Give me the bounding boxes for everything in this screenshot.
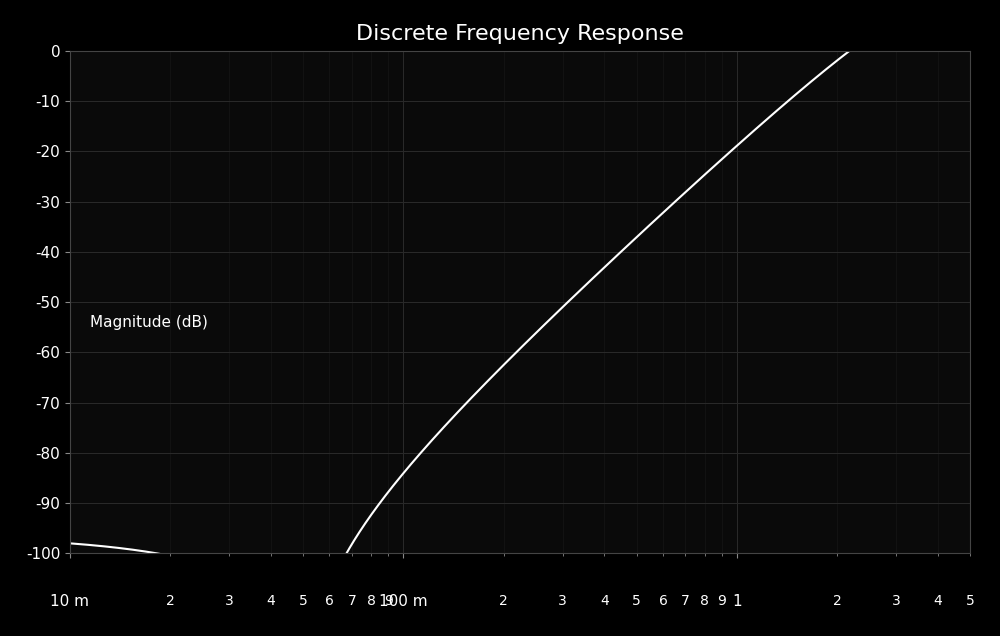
- Text: 5: 5: [966, 593, 974, 607]
- Text: 6: 6: [325, 593, 334, 607]
- Text: 9: 9: [717, 593, 726, 607]
- Text: 3: 3: [558, 593, 567, 607]
- Text: 8: 8: [367, 593, 376, 607]
- Text: 6: 6: [659, 593, 667, 607]
- Text: 4: 4: [266, 593, 275, 607]
- Text: 5: 5: [299, 593, 307, 607]
- Text: 10 m: 10 m: [50, 593, 90, 609]
- Text: 9: 9: [384, 593, 393, 607]
- Text: 4: 4: [933, 593, 942, 607]
- Text: 5: 5: [632, 593, 641, 607]
- Text: 3: 3: [225, 593, 233, 607]
- Text: 7: 7: [681, 593, 690, 607]
- Text: 2: 2: [833, 593, 842, 607]
- Text: 2: 2: [499, 593, 508, 607]
- Text: 7: 7: [347, 593, 356, 607]
- Text: 2: 2: [166, 593, 175, 607]
- Text: 4: 4: [600, 593, 609, 607]
- Text: 8: 8: [700, 593, 709, 607]
- Text: 100 m: 100 m: [379, 593, 428, 609]
- Title: Discrete Frequency Response: Discrete Frequency Response: [356, 24, 684, 44]
- Text: 3: 3: [892, 593, 900, 607]
- Text: Magnitude (dB): Magnitude (dB): [90, 315, 208, 329]
- Text: 1: 1: [732, 593, 742, 609]
